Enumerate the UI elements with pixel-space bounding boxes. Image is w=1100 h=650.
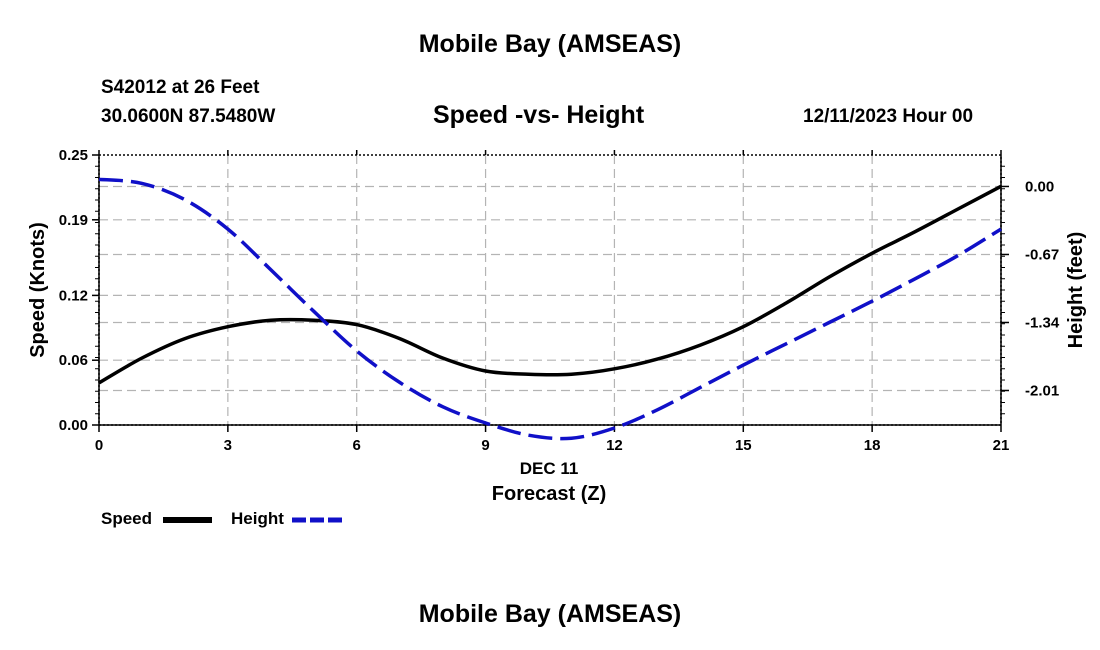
y2-tick-label: -2.01 [1025, 382, 1059, 399]
x-tick-label: 0 [95, 437, 103, 454]
x-date-label: DEC 11 [520, 459, 579, 478]
grid [99, 155, 1001, 425]
x-tick-label: 21 [993, 437, 1010, 454]
y-tick-label: 0.12 [59, 287, 88, 304]
footer-title: Mobile Bay (AMSEAS) [418, 600, 682, 628]
speed-series-line [98, 184, 1002, 385]
y-tick-label: 0.00 [59, 417, 88, 434]
plot-frame [98, 154, 1002, 426]
station-coordinates: 30.0600N 87.5480W [101, 106, 276, 127]
y-tick-label: 0.06 [59, 352, 88, 369]
x-axis-label: Forecast (Z) [492, 483, 606, 505]
y-tick-label: 0.19 [59, 212, 88, 229]
x-tick-label: 3 [224, 437, 232, 454]
legend-speed-label: Speed [101, 509, 153, 528]
y2-axis-label: Height (feet) [1065, 232, 1087, 349]
y-tick-label: 0.25 [59, 147, 88, 164]
legend-height-label: Height [231, 509, 284, 528]
x-tick-label: 12 [606, 437, 623, 454]
y2-tick-label: -0.67 [1025, 246, 1059, 263]
x-tick-label: 9 [481, 437, 489, 454]
y2-tick-label: 0.00 [1025, 178, 1054, 195]
axis-ticks: 0 3 6 9 12 15 18 21 0.00 0.06 0.12 0.19 0.25 0.00 -0.6… [59, 147, 1060, 454]
station-label: S42012 at 26 Feet [101, 77, 260, 98]
y-axis-label: Speed (Knots) [27, 222, 49, 358]
y2-tick-label: -1.34 [1025, 314, 1060, 331]
forecast-datetime: 12/11/2023 Hour 00 [803, 106, 974, 127]
chart-title: Mobile Bay (AMSEAS) [418, 30, 682, 58]
x-tick-label: 15 [735, 437, 752, 454]
series [98, 177, 1002, 441]
height-series-line [98, 177, 1002, 441]
chart-subtitle: Speed -vs- Height [433, 101, 645, 129]
x-tick-label: 6 [353, 437, 361, 454]
x-tick-label: 18 [864, 437, 881, 454]
